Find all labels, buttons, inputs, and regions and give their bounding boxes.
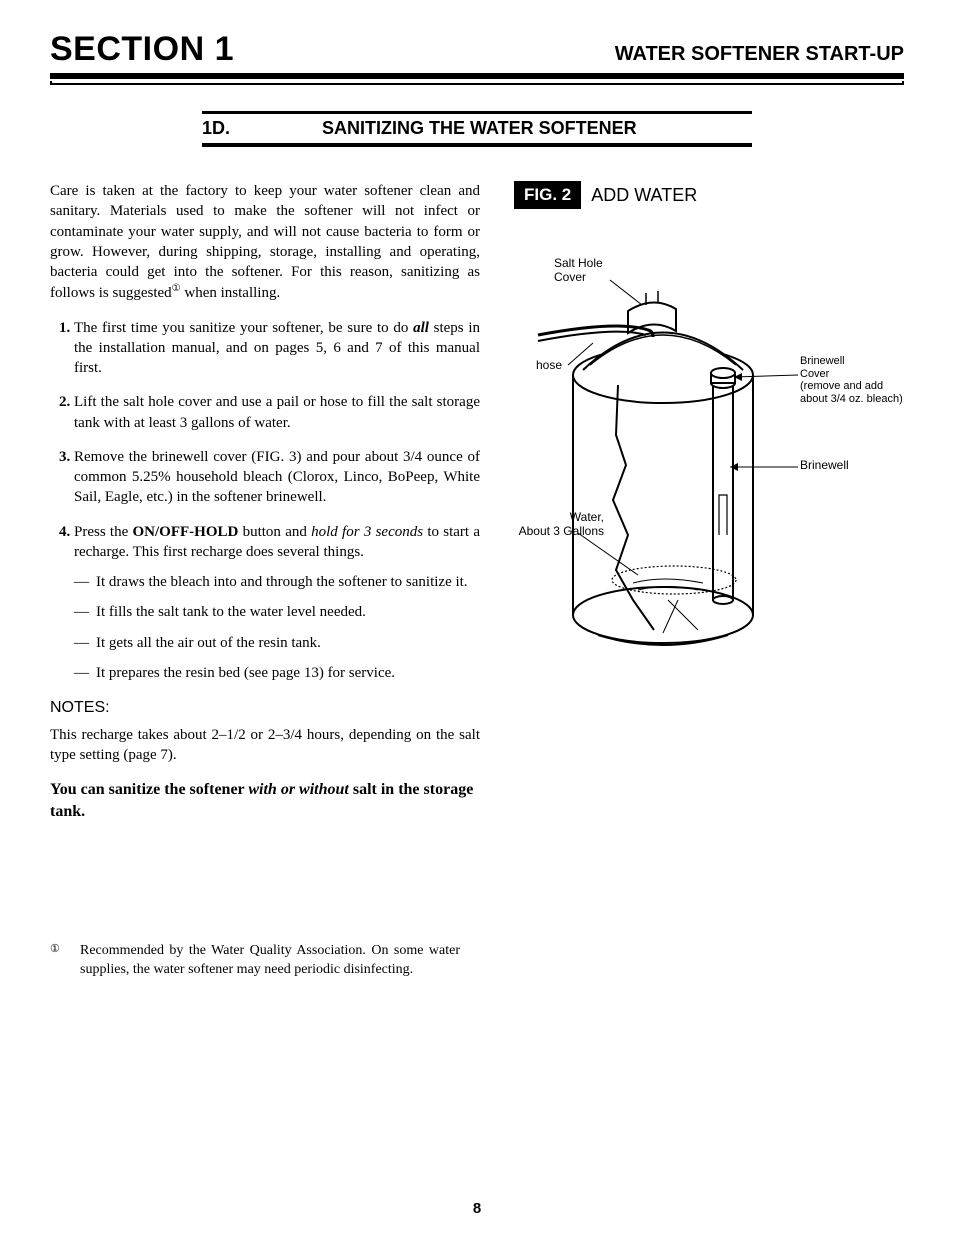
sub-2: It fills the salt tank to the water leve… [96, 602, 480, 622]
label-salt-hole: Salt HoleCover [554, 257, 603, 285]
intro-paragraph: Care is taken at the factory to keep you… [50, 181, 480, 304]
sub-4: It prepares the resin bed (see page 13) … [96, 663, 480, 683]
step-3: Remove the brinewell cover (FIG. 3) and … [74, 447, 480, 508]
step-1: The first time you sanitize your softene… [74, 318, 480, 379]
right-column: FIG. 2 ADD WATER [498, 181, 904, 980]
sub-3: It gets all the air out of the resin tan… [96, 633, 480, 653]
notes-text: This recharge takes about 2–1/2 or 2–3/4… [50, 725, 480, 766]
subsection-title: SANITIZING THE WATER SOFTENER [322, 118, 637, 139]
steps-list: The first time you sanitize your softene… [50, 318, 480, 684]
page-number: 8 [0, 1200, 954, 1217]
label-brinewell: Brinewell [800, 459, 849, 473]
step-2: Lift the salt hole cover and use a pail … [74, 392, 480, 433]
softener-diagram-svg [498, 235, 898, 675]
footnote: ① Recommended by the Water Quality Assoc… [50, 942, 480, 980]
left-column: Care is taken at the factory to keep you… [50, 181, 480, 980]
footnote-text: Recommended by the Water Quality Associa… [80, 942, 460, 980]
sub-1: It draws the bleach into and through the… [96, 572, 480, 592]
figure-diagram: Salt HoleCover hose BrinewellCover(remov… [498, 235, 898, 675]
intro-tail: when installing. [181, 285, 281, 301]
footnote-ref: ① [172, 283, 181, 294]
label-water: Water,About 3 Gallons [514, 511, 604, 539]
header-title: WATER SOFTENER START-UP [615, 43, 904, 66]
section-number: SECTION 1 [50, 30, 234, 69]
page-header: SECTION 1 WATER SOFTENER START-UP [50, 30, 904, 79]
footnote-mark: ① [50, 942, 80, 980]
label-hose: hose [536, 359, 562, 373]
figure-badge: FIG. 2 [514, 181, 581, 209]
subsection-number: 1D. [202, 118, 322, 139]
subsection-heading: 1D. SANITIZING THE WATER SOFTENER [202, 111, 752, 147]
step-4-sublist: It draws the bleach into and through the… [74, 572, 480, 683]
label-brinewell-cover: BrinewellCover(remove and addabout 3/4 o… [800, 355, 910, 406]
step-4: Press the ON/OFF-HOLD button and hold fo… [74, 522, 480, 684]
figure-title: FIG. 2 ADD WATER [514, 181, 904, 209]
header-rule [50, 81, 904, 85]
figure-caption: ADD WATER [591, 185, 697, 206]
intro-text: Care is taken at the factory to keep you… [50, 183, 480, 301]
notes-label: NOTES: [50, 697, 480, 719]
emphasis-line: You can sanitize the softener with or wi… [50, 779, 480, 822]
